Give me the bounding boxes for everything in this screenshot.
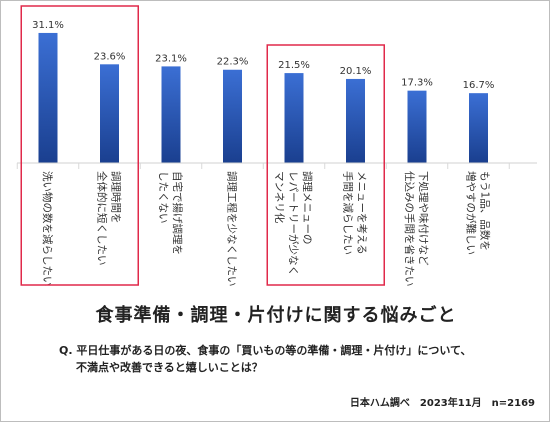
category-label: 手間を減らしたい <box>342 171 355 255</box>
data-label: 23.1% <box>155 53 187 64</box>
source-note: 日本ハム調べ 2023年11月 n=2169 <box>349 398 535 409</box>
category-label: 増やすのが難しい <box>465 171 478 255</box>
category-label: レパートリーが少なく <box>287 171 300 276</box>
bar <box>100 64 119 163</box>
bar <box>346 78 365 163</box>
bar <box>161 66 181 163</box>
category-label: メニューを考える <box>356 171 368 255</box>
category-label: 洗い物の数を減らしたい <box>41 171 54 287</box>
category-label: 仕込みの手間を省きたい <box>403 171 416 287</box>
bar <box>407 90 427 163</box>
data-label: 22.3% <box>217 57 249 68</box>
data-label: 31.1% <box>32 20 64 31</box>
highlight-box <box>20 5 139 286</box>
category-label: 調理時間を <box>110 171 123 224</box>
data-label: 16.7% <box>463 80 495 91</box>
bar <box>223 69 242 163</box>
bar <box>284 73 304 163</box>
category-label: 自宅で揚げ調理を <box>171 171 184 255</box>
data-label: 23.6% <box>94 51 126 62</box>
question-line-1: Q. 平日仕事がある日の夜、食事の「買いもの等の準備・調理・片付け」について、 <box>59 344 472 357</box>
chart-title: 食事準備・調理・片付けに関する悩みごと <box>95 305 457 326</box>
category-label: 下処理や味付けなど <box>417 171 430 266</box>
category-label: 調理メニューの <box>301 171 314 245</box>
highlight-box <box>266 44 385 286</box>
data-label: 17.3% <box>401 78 433 89</box>
bar <box>38 32 58 164</box>
question-line-2: 不満点や改善できると嬉しいことは？ <box>76 361 263 374</box>
survey-question: Q. 平日仕事がある日の夜、食事の「買いもの等の準備・調理・片付け」について、 … <box>59 342 519 376</box>
data-label: 20.1% <box>340 66 372 77</box>
category-label: したくない <box>157 171 169 224</box>
category-label: 調理工程を少なくしたい <box>226 171 239 287</box>
category-label: もう1品、品数を <box>479 171 492 251</box>
category-label: マンネリ化 <box>273 171 286 224</box>
category-label: 全体的に短くしたい <box>96 171 109 266</box>
bar <box>469 93 488 163</box>
data-label: 21.5% <box>278 60 310 71</box>
